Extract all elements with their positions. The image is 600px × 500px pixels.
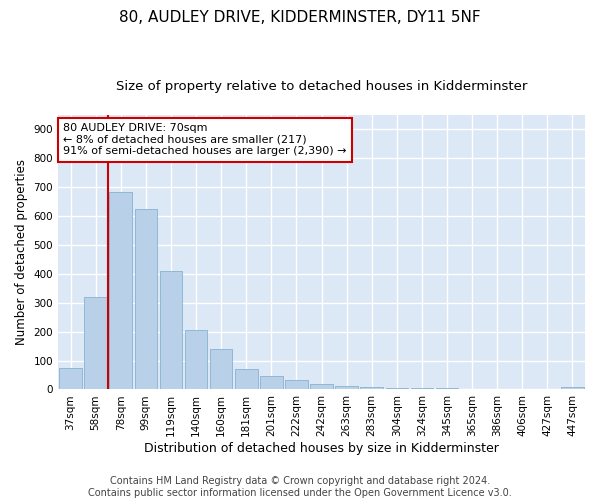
Text: 80 AUDLEY DRIVE: 70sqm
← 8% of detached houses are smaller (217)
91% of semi-det: 80 AUDLEY DRIVE: 70sqm ← 8% of detached … [64,123,347,156]
Bar [436,388,458,390]
Bar [160,271,182,390]
Title: Size of property relative to detached houses in Kidderminster: Size of property relative to detached ho… [116,80,527,93]
Bar [210,349,232,390]
Text: Contains HM Land Registry data © Crown copyright and database right 2024.
Contai: Contains HM Land Registry data © Crown c… [88,476,512,498]
Bar [461,389,484,390]
Bar [410,388,433,390]
Bar [335,386,358,390]
Bar [361,386,383,390]
Bar [185,330,208,390]
Bar [285,380,308,390]
Bar [109,192,132,390]
Bar [134,209,157,390]
Bar [561,387,584,390]
Bar [59,368,82,390]
Bar [235,369,257,390]
Bar [85,297,107,390]
Text: 80, AUDLEY DRIVE, KIDDERMINSTER, DY11 5NF: 80, AUDLEY DRIVE, KIDDERMINSTER, DY11 5N… [119,10,481,25]
Y-axis label: Number of detached properties: Number of detached properties [15,159,28,345]
Bar [310,384,333,390]
X-axis label: Distribution of detached houses by size in Kidderminster: Distribution of detached houses by size … [144,442,499,455]
Bar [386,388,408,390]
Bar [260,376,283,390]
